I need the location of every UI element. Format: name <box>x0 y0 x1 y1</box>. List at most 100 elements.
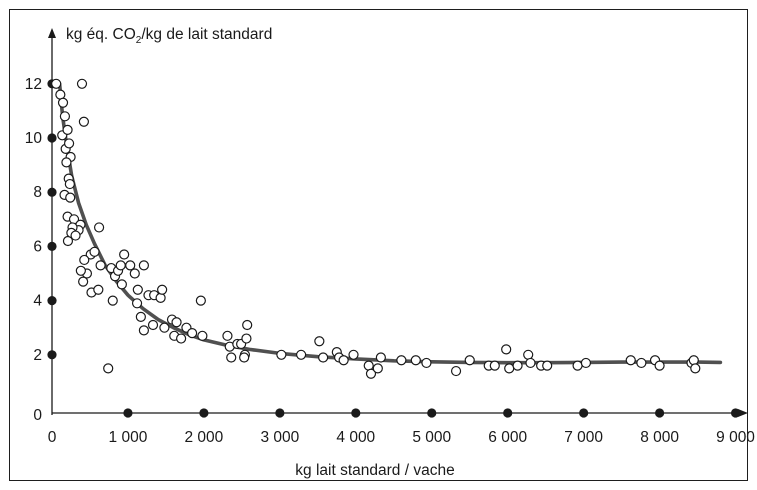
x-tick-label: 5 000 <box>412 429 451 446</box>
data-point <box>116 279 127 290</box>
data-point <box>59 111 71 122</box>
data-point <box>89 246 100 257</box>
y-tick-label: 8 <box>33 184 42 201</box>
data-point <box>132 284 143 295</box>
data-point <box>65 192 76 203</box>
data-point <box>512 360 523 371</box>
data-point <box>138 260 149 271</box>
data-point <box>372 363 383 374</box>
x-tick-dot <box>199 408 209 418</box>
data-point <box>572 360 583 371</box>
data-point <box>138 325 149 336</box>
x-tick-dot <box>655 408 665 418</box>
x-tick-label: 8 000 <box>640 429 679 446</box>
data-point <box>690 363 701 374</box>
data-point <box>688 355 699 366</box>
data-point <box>135 311 146 322</box>
data-point <box>57 97 69 108</box>
data-point <box>62 124 73 135</box>
data-point <box>421 357 432 369</box>
data-point <box>276 349 287 360</box>
x-tick-label: 6 000 <box>488 429 527 446</box>
data-point <box>119 249 130 260</box>
data-point <box>61 157 72 168</box>
chart-frame <box>9 9 748 481</box>
x-tick-dot <box>730 408 741 418</box>
data-point <box>318 352 329 363</box>
data-point <box>93 222 105 233</box>
data-point <box>365 368 377 379</box>
data-point <box>242 319 253 331</box>
x-tick-label: 7 000 <box>564 429 603 446</box>
data-point <box>525 357 536 369</box>
data-point <box>348 349 359 360</box>
data-point <box>93 284 104 295</box>
data-point <box>51 78 62 89</box>
data-point <box>410 355 421 366</box>
data-point <box>176 333 187 344</box>
y-tick-dot <box>47 187 57 197</box>
data-point <box>226 352 237 363</box>
y-tick-dot <box>47 133 57 143</box>
y-axis-arrow <box>48 28 56 38</box>
y-tick-dot <box>47 350 57 360</box>
y-axis-label-suffix: /kg de lait standard <box>141 26 272 43</box>
data-point <box>155 292 166 303</box>
data-point <box>197 330 208 341</box>
data-point <box>296 349 307 360</box>
data-point <box>95 260 106 271</box>
y-tick-label: 0 <box>33 407 42 424</box>
y-axis-label: kg éq. CO2/kg de lait standard <box>66 26 272 46</box>
data-point <box>504 363 515 374</box>
data-point <box>103 363 114 374</box>
x-tick-label: 1 000 <box>109 429 148 446</box>
data-point <box>76 78 88 89</box>
x-tick-label: 3 000 <box>260 429 299 446</box>
y-tick-label: 2 <box>33 347 42 364</box>
data-point <box>75 265 86 276</box>
trend-line <box>57 82 723 365</box>
y-tick-label: 12 <box>25 76 42 93</box>
y-tick-dot <box>47 241 57 251</box>
data-point <box>70 230 81 241</box>
data-point <box>129 268 140 279</box>
data-point <box>171 317 182 328</box>
data-point <box>625 355 636 366</box>
x-axis-label: kg lait standard / vache <box>295 462 454 479</box>
x-tick-label: 4 000 <box>336 429 375 446</box>
data-point <box>79 254 90 266</box>
y-tick-dot <box>47 296 57 306</box>
data-point <box>239 352 250 363</box>
data-point <box>125 260 136 271</box>
data-point <box>187 328 198 339</box>
data-point <box>450 365 462 377</box>
trend-layer <box>57 82 723 365</box>
data-point <box>314 336 325 347</box>
data-point <box>222 330 233 341</box>
x-tick-dot <box>503 408 513 418</box>
ticks-layer: 0 2 4 6 8 10 12 0 1 000 2 000 3 000 4 000 5 000 6 000… <box>25 76 756 446</box>
data-point <box>78 116 89 127</box>
x-tick-dot <box>427 408 437 418</box>
x-tick-dot <box>579 408 589 418</box>
data-point <box>396 355 407 366</box>
y-axis-label-prefix: kg éq. CO <box>66 26 136 43</box>
data-point <box>636 357 647 369</box>
y-tick-label: 10 <box>25 130 43 147</box>
data-point <box>375 352 386 363</box>
data-point <box>654 360 665 371</box>
data-point <box>464 355 475 366</box>
data-point <box>107 295 118 306</box>
data-point <box>195 295 206 306</box>
y-axis-label-sub: 2 <box>136 35 142 46</box>
data-point <box>63 138 75 149</box>
x-tick-label: 2 000 <box>185 429 224 446</box>
points-layer <box>51 78 701 379</box>
data-point <box>338 355 349 366</box>
data-point <box>241 333 252 344</box>
x-tick-dot <box>275 408 285 418</box>
data-point <box>159 322 170 333</box>
data-point <box>64 178 75 190</box>
data-point <box>489 360 500 371</box>
